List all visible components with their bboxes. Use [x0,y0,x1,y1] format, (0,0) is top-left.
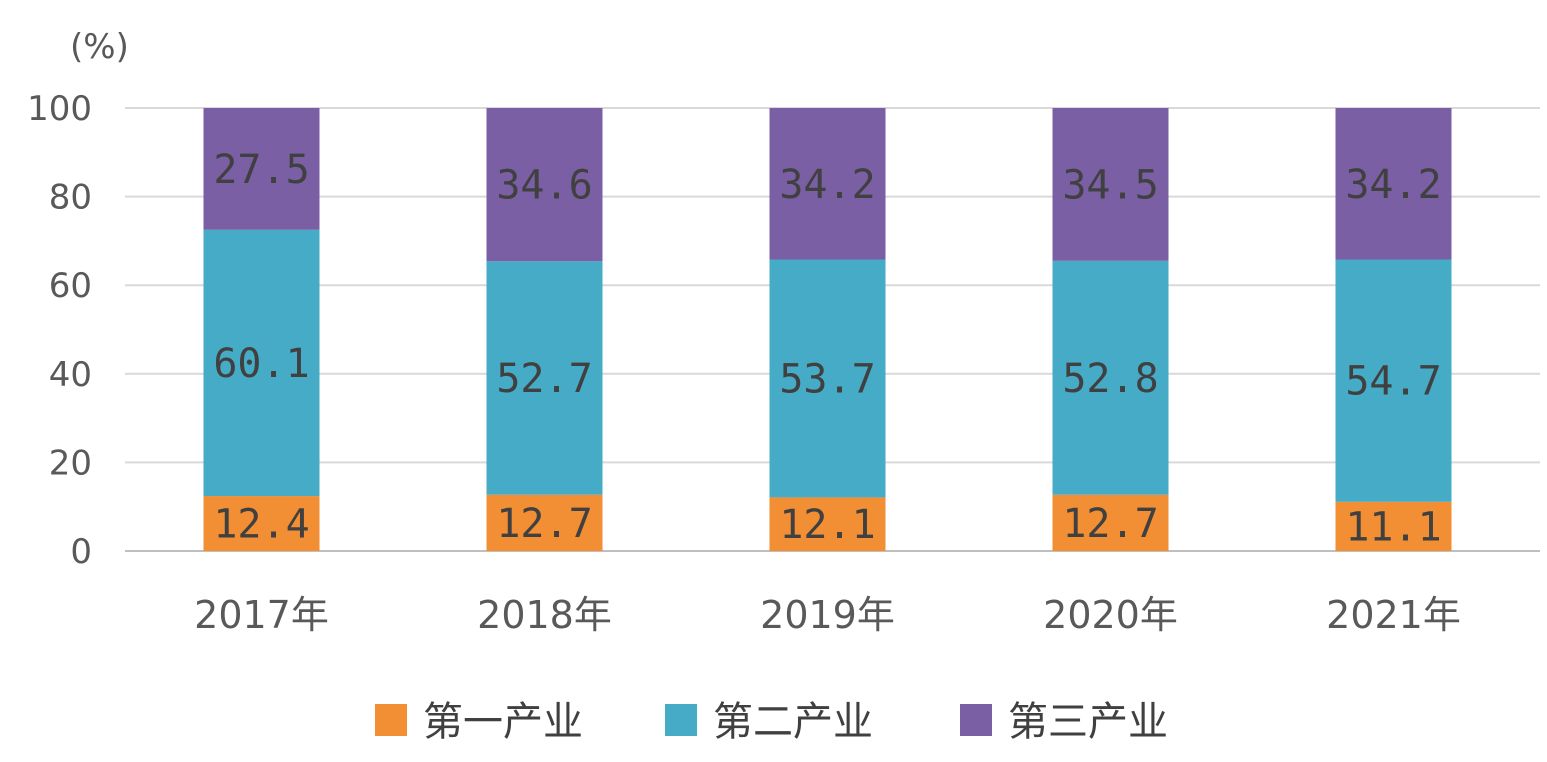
data-label: 34.6 [496,163,592,209]
bar-segment-1 [486,494,603,551]
bar-segment-3 [769,108,886,260]
data-label: 53.7 [779,356,875,402]
data-label: 54.7 [1345,359,1441,405]
y-tick-label: 80 [49,178,92,218]
x-axis: 2017年 2018年 2019年 2020年 2021年 [194,593,1461,637]
bar-segment-2 [1335,259,1452,502]
bar-segment-3 [486,108,603,262]
legend: 第一产业 第二产业 第三产业 [375,699,1168,745]
bar-segment-2 [203,229,320,497]
data-label: 60.1 [213,341,309,387]
legend-label: 第三产业 [1008,699,1168,745]
y-tick-label: 100 [27,89,92,129]
data-label: 52.8 [1062,356,1158,402]
data-label: 52.7 [496,356,592,402]
legend-swatch [665,704,697,736]
x-tick-label: 2018年 [477,593,612,637]
data-label: 34.2 [779,162,875,208]
y-tick-label: 20 [49,443,92,483]
legend-swatch [375,704,407,736]
bar-segment-2 [486,261,603,495]
data-label: 12.7 [1062,501,1158,547]
bar-segment-2 [1052,260,1169,495]
y-tick-label: 0 [70,532,92,572]
unit-label: (%) [70,27,129,67]
bar-segment-2 [769,259,886,498]
bar-segment-1 [203,496,320,551]
y-axis: 0 20 40 60 80 100 [27,89,92,572]
data-label: 12.1 [779,502,875,548]
data-label: 34.5 [1062,162,1158,208]
data-label: 11.1 [1345,504,1441,550]
data-label: 34.2 [1345,162,1441,208]
legend-label: 第二产业 [713,699,873,745]
x-tick-label: 2020年 [1043,593,1178,637]
bar-segment-3 [1335,108,1452,260]
data-label: 12.4 [213,502,309,548]
y-tick-label: 60 [49,266,92,306]
y-tick-label: 40 [49,355,92,395]
bar-segment-3 [1052,108,1169,261]
bar-segment-1 [1052,494,1169,551]
x-tick-label: 2017年 [194,593,329,637]
x-tick-label: 2021年 [1326,593,1461,637]
bars [203,108,1452,551]
legend-swatch [960,704,992,736]
x-tick-label: 2019年 [760,593,895,637]
bar-segment-1 [1335,501,1452,551]
data-labels: 12.4 60.1 27.5 12.7 52.7 34.6 12.1 53.7 34.2 12.7… [213,147,1441,551]
data-label: 12.7 [496,501,592,547]
data-label: 27.5 [213,147,309,193]
legend-label: 第一产业 [423,699,583,745]
bar-segment-3 [203,108,320,230]
bar-segment-1 [769,497,886,551]
